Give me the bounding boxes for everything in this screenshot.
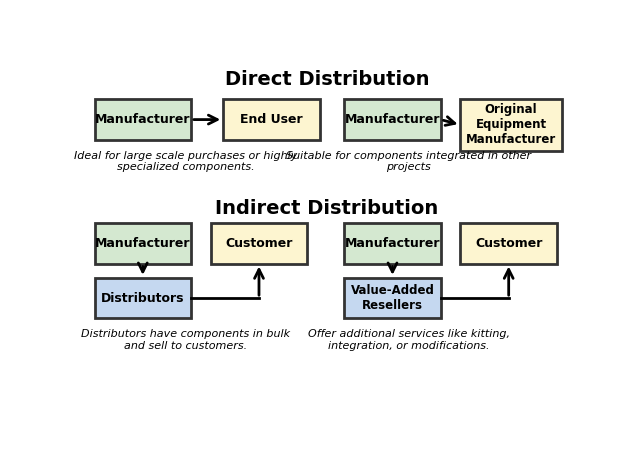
FancyBboxPatch shape [461,223,557,263]
Text: Value-Added
Resellers: Value-Added Resellers [350,284,434,312]
FancyBboxPatch shape [94,278,191,319]
Text: Customer: Customer [225,237,293,250]
Text: Distributors have components in bulk
and sell to customers.: Distributors have components in bulk and… [82,329,291,351]
Text: Ideal for large scale purchases or highly
specialized components.: Ideal for large scale purchases or highl… [75,151,298,172]
Text: Customer: Customer [475,237,542,250]
FancyBboxPatch shape [211,223,308,263]
Text: End User: End User [240,113,302,126]
Text: Direct Distribution: Direct Distribution [225,70,429,90]
Text: Offer additional services like kitting,
integration, or modifications.: Offer additional services like kitting, … [308,329,510,351]
FancyBboxPatch shape [345,99,441,140]
FancyBboxPatch shape [461,99,562,151]
FancyBboxPatch shape [223,99,320,140]
FancyBboxPatch shape [94,99,191,140]
Text: Manufacturer: Manufacturer [345,237,440,250]
Text: Suitable for components integrated in other
projects: Suitable for components integrated in ot… [286,151,531,172]
FancyBboxPatch shape [345,278,441,319]
Text: Indirect Distribution: Indirect Distribution [216,199,438,218]
Text: Manufacturer: Manufacturer [345,113,440,126]
Text: Manufacturer: Manufacturer [95,237,191,250]
Text: Manufacturer: Manufacturer [95,113,191,126]
FancyBboxPatch shape [345,223,441,263]
Text: Distributors: Distributors [101,291,184,305]
Text: Original
Equipment
Manufacturer: Original Equipment Manufacturer [466,103,556,146]
FancyBboxPatch shape [94,223,191,263]
